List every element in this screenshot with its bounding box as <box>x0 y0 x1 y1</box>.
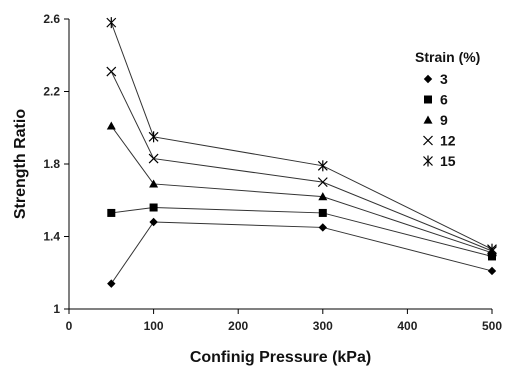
data-point-12 <box>106 66 117 77</box>
series-9 <box>106 121 497 257</box>
series-line-15 <box>110 22 493 250</box>
series-15 <box>106 17 497 255</box>
y-tick-label: 2.2 <box>43 85 60 99</box>
data-point-9 <box>149 179 159 188</box>
legend-label-12: 12 <box>440 133 456 149</box>
legend-item-3: 3 <box>423 71 448 87</box>
data-point-15 <box>487 243 497 255</box>
data-point-12 <box>317 177 328 188</box>
data-point-9 <box>106 121 116 130</box>
series-layer <box>106 17 497 288</box>
legend: Strain (%) 3 6 9 12 15 <box>415 49 480 169</box>
axes: 1 1.4 1.8 2.2 2.6 0 100 200 300 400 500 <box>43 12 502 333</box>
data-point-9 <box>318 192 328 201</box>
data-point-15 <box>317 160 328 172</box>
x-tick-label: 0 <box>66 319 73 333</box>
data-point-15 <box>148 131 159 143</box>
series-6 <box>107 203 496 261</box>
data-point-3 <box>487 266 497 276</box>
legend-label-6: 6 <box>440 92 448 108</box>
legend-item-9: 9 <box>423 112 448 128</box>
x-axis-title: Confinig Pressure (kPa) <box>190 349 371 366</box>
series-12 <box>106 66 497 256</box>
x-tick-label: 300 <box>313 319 333 333</box>
y-tick-label: 1.4 <box>43 230 60 244</box>
series-3 <box>107 217 497 288</box>
legend-marker-6 <box>424 95 432 104</box>
legend-item-15: 15 <box>423 153 456 169</box>
series-line-3 <box>110 221 493 284</box>
legend-item-12: 12 <box>423 133 456 149</box>
x-tick-label: 200 <box>228 319 248 333</box>
x-tick-label: 400 <box>397 319 417 333</box>
data-point-6 <box>107 208 116 217</box>
x-tick-label: 100 <box>144 319 164 333</box>
data-point-15 <box>106 17 117 29</box>
series-line-6 <box>111 206 493 257</box>
y-tick-label: 1 <box>53 302 60 316</box>
legend-title: Strain (%) <box>415 49 480 65</box>
legend-marker-15 <box>423 155 433 167</box>
legend-marker-9 <box>423 115 433 124</box>
series-line-9 <box>110 125 493 254</box>
legend-label-15: 15 <box>440 153 456 169</box>
legend-label-9: 9 <box>440 112 448 128</box>
data-point-3 <box>318 223 327 232</box>
y-tick-label: 2.6 <box>43 12 60 26</box>
data-point-3 <box>149 217 158 227</box>
legend-marker-12 <box>423 135 433 146</box>
data-point-3 <box>107 279 116 288</box>
legend-marker-3 <box>423 74 433 84</box>
data-point-12 <box>148 153 159 164</box>
y-tick-label: 1.8 <box>43 157 60 171</box>
y-axis-title: Strength Ratio <box>12 109 29 219</box>
series-line-12 <box>110 71 493 252</box>
legend-label-3: 3 <box>440 71 448 87</box>
data-point-6 <box>318 208 327 217</box>
x-tick-label: 500 <box>482 319 502 333</box>
data-point-6 <box>488 252 496 261</box>
data-point-6 <box>149 203 158 212</box>
legend-item-6: 6 <box>424 92 448 108</box>
